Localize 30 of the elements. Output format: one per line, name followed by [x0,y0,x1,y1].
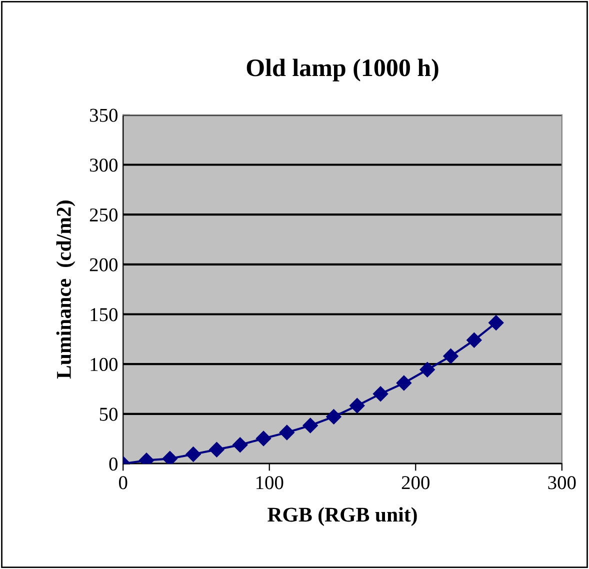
x-axis-title: RGB (RGB unit) [268,507,417,526]
point [326,409,342,424]
point [209,442,224,458]
x-tick-label: 200 [402,476,430,490]
point [162,451,178,464]
x-tick-label: 100 [256,476,284,490]
point [396,375,412,391]
point [232,437,248,452]
y-tick-label: 300 [90,158,118,172]
y-tick-label: 100 [90,358,118,372]
point [420,362,435,378]
x-tick-label: 0 [118,476,128,490]
y-tick-label: 150 [90,308,118,322]
point [279,424,294,440]
y-tick-label: 350 [90,108,118,122]
point [186,446,201,462]
point [372,386,388,402]
point [302,418,318,434]
y-tick-label: 50 [100,408,118,421]
y-tick-label: 0 [109,458,118,471]
y-axis-title: Luminance (cd/m2) [56,200,76,379]
point [443,348,458,364]
point [350,398,365,414]
point [466,332,482,348]
y-tick-label: 250 [90,208,118,222]
point [488,315,504,330]
x-tick-label: 300 [548,476,576,490]
point [256,430,272,446]
y-tick-label: 200 [90,258,118,272]
chart-title: Old lamp (1000 h) [246,58,438,82]
